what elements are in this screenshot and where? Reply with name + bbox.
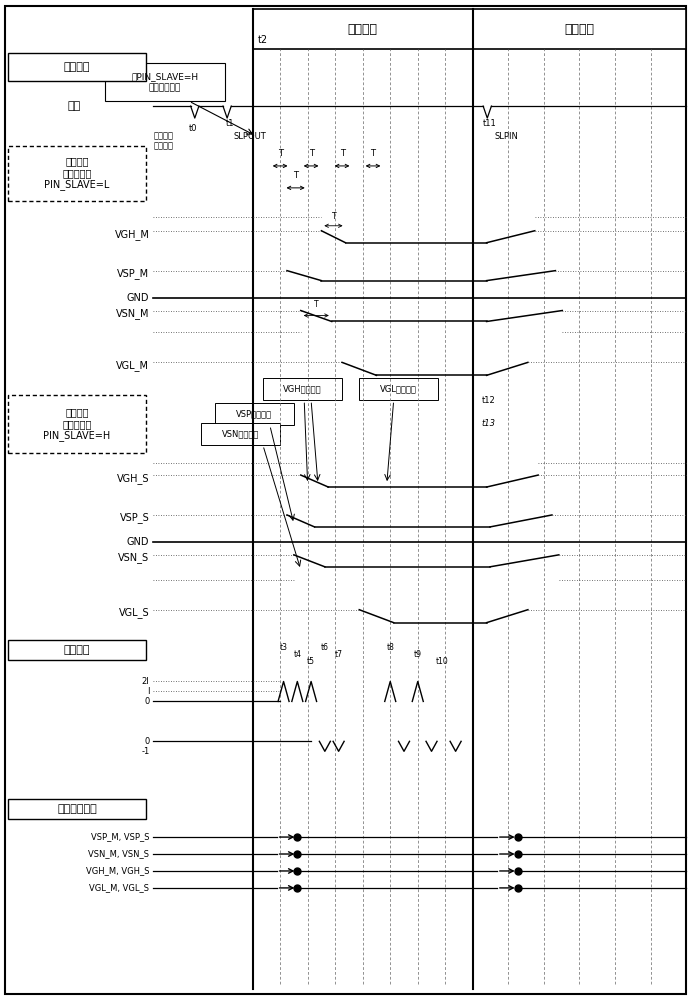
Text: VGL_M, VGL_S: VGL_M, VGL_S [89,883,149,892]
Text: 在PIN_SLAVE=H
的情况下有效: 在PIN_SLAVE=H 的情况下有效 [131,72,198,92]
Text: t13: t13 [482,419,495,428]
Text: GND: GND [127,293,149,303]
Text: T: T [370,149,375,158]
Text: T: T [339,149,345,158]
Text: I: I [147,687,149,696]
FancyBboxPatch shape [359,378,438,400]
Text: VGL_S: VGL_S [119,607,149,618]
Text: t10: t10 [435,657,448,666]
Text: T: T [314,300,319,309]
Text: t1: t1 [226,119,234,128]
FancyBboxPatch shape [8,146,146,201]
Text: 通电序列: 通电序列 [348,23,378,36]
Text: SLPOUT: SLPOUT [234,132,266,141]
Text: SLPIN: SLPIN [494,132,518,141]
Text: VGL偏移期间: VGL偏移期间 [381,385,417,394]
Text: VSP_M, VSP_S: VSP_M, VSP_S [91,833,149,842]
FancyBboxPatch shape [215,403,294,425]
Text: t9: t9 [414,650,422,659]
Text: VSN_S: VSN_S [118,552,149,563]
Text: t3: t3 [280,643,287,652]
Text: 主模式的
显示驱动器
PIN_SLAVE=L: 主模式的 显示驱动器 PIN_SLAVE=L [44,156,110,190]
FancyBboxPatch shape [104,63,225,101]
Text: 指令: 指令 [67,101,80,111]
Text: t8: t8 [386,643,394,652]
Text: VGH_S: VGH_S [117,473,149,484]
Text: GND: GND [127,537,149,547]
Text: -1: -1 [141,747,149,756]
Text: t0: t0 [189,124,198,133]
Text: 放电开关电路: 放电开关电路 [57,804,97,814]
Text: VSN_M, VSN_S: VSN_M, VSN_S [88,850,149,859]
FancyBboxPatch shape [201,423,280,445]
Text: T: T [332,212,336,221]
Text: VGH_M, VGH_S: VGH_M, VGH_S [86,866,149,875]
Text: T: T [278,149,283,158]
FancyBboxPatch shape [263,378,342,400]
FancyBboxPatch shape [8,640,146,660]
Text: 0: 0 [144,737,149,746]
Text: T: T [293,171,298,180]
FancyBboxPatch shape [8,799,146,819]
Text: t7: t7 [334,650,343,659]
Text: t4: t4 [293,650,301,659]
FancyBboxPatch shape [473,9,686,49]
Text: 系统接口: 系统接口 [64,62,91,72]
Text: VGL_M: VGL_M [116,360,149,371]
FancyBboxPatch shape [8,395,146,453]
Text: 冲击电流: 冲击电流 [64,645,91,655]
Text: 断电序列: 断电序列 [565,23,594,36]
Text: VSP偏移期间: VSP偏移期间 [236,410,272,419]
FancyBboxPatch shape [253,9,473,49]
Text: VGH_M: VGH_M [115,229,149,240]
Text: T: T [309,149,314,158]
Text: 0: 0 [144,697,149,706]
Text: VSN_M: VSN_M [116,308,149,319]
Text: VSP_M: VSP_M [117,268,149,279]
Text: t11: t11 [483,119,497,128]
Text: t6: t6 [321,643,329,652]
Text: 电源起动
偏移指令: 电源起动 偏移指令 [153,131,173,151]
FancyBboxPatch shape [8,53,146,81]
Text: VSP_S: VSP_S [120,512,149,523]
Text: t5: t5 [307,657,315,666]
Text: t2: t2 [258,35,267,45]
Text: t12: t12 [482,396,495,405]
Text: 从模式的
显示驱动器
PIN_SLAVE=H: 从模式的 显示驱动器 PIN_SLAVE=H [44,407,111,441]
Text: 2I: 2I [142,677,149,686]
Text: VSN偏移期间: VSN偏移期间 [222,430,259,439]
Text: VGH偏移期间: VGH偏移期间 [283,385,322,394]
